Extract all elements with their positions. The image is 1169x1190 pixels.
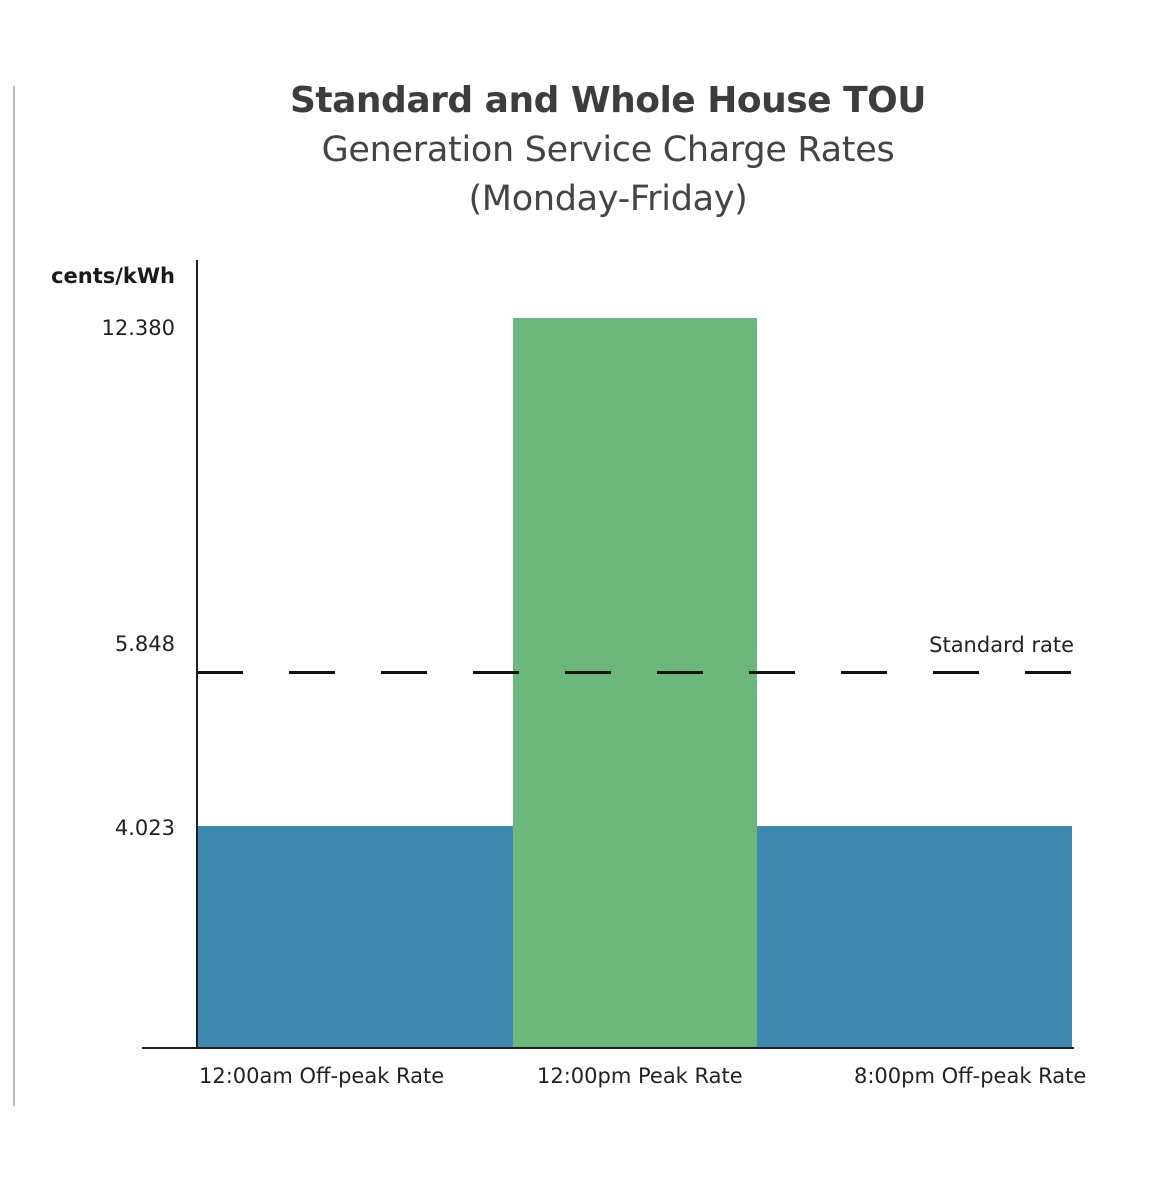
y-axis: [196, 260, 198, 1049]
chart-subtitle: Generation Service Charge Rates: [321, 130, 895, 170]
bar-offpeak-morning: [197, 826, 513, 1048]
x-label-offpeak-morning: 12:00am Off-peak Rate: [199, 1064, 445, 1088]
y-axis-unit-label: cents/kWh: [51, 264, 175, 288]
x-label-peak: 12:00pm Peak Rate: [537, 1064, 743, 1088]
chart-subtitle-days: (Monday-Friday): [468, 179, 748, 219]
bar-offpeak-evening: [757, 826, 1072, 1048]
y-tick-peak: 12.380: [101, 316, 175, 340]
frame-border-line: [13, 86, 15, 1106]
y-tick-standard: 5.848: [114, 632, 175, 656]
standard-rate-dashed-line: [197, 671, 1073, 674]
x-axis: [142, 1047, 1074, 1049]
chart-title: Standard and Whole House TOU: [289, 80, 927, 121]
y-tick-offpeak: 4.023: [114, 816, 175, 840]
standard-rate-label: Standard rate: [929, 633, 1074, 657]
bar-peak: [513, 318, 757, 1048]
x-label-offpeak-evening: 8:00pm Off-peak Rate: [854, 1064, 1087, 1088]
